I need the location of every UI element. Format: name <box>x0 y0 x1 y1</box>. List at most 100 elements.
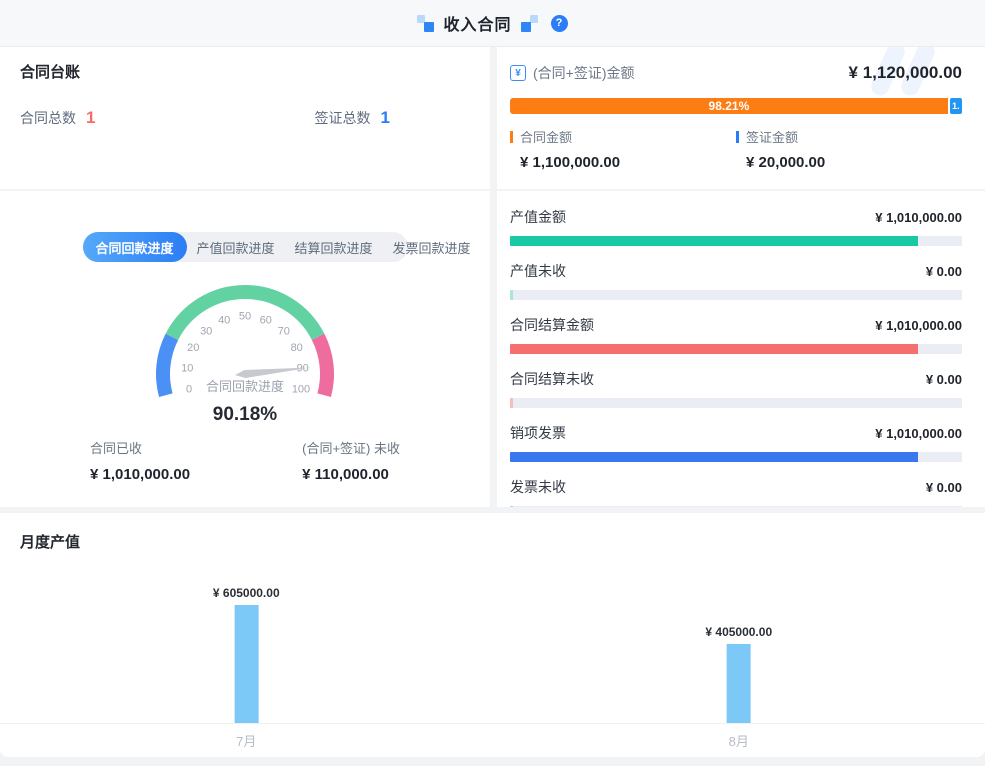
bar-value-label: ¥ 405000.00 <box>705 625 773 639</box>
gauge-needle <box>235 367 311 378</box>
gauge-tick-label: 10 <box>181 362 193 374</box>
gauge-arc-segment <box>165 284 325 341</box>
monthly-axis-labels: 7月 8月 <box>0 724 985 749</box>
metric-row-settlement-unreceived: 合同结算未收 ¥ 0.00 <box>510 369 962 408</box>
bar-column: ¥ 605000.00 <box>213 586 280 723</box>
contract-received-group: 合同已收 ¥ 1,010,000.00 <box>90 438 190 483</box>
contract-amount-legend: 合同金额 ¥ 1,100,000.00 <box>510 127 736 171</box>
metric-label: 合同结算金额 <box>510 317 594 333</box>
metric-value: ¥ 0.00 <box>925 372 962 387</box>
invoice-icon: ¥ <box>510 65 526 81</box>
month-axis-label: 8月 <box>728 734 749 749</box>
visa-amount-label: 签证金额 <box>746 130 799 145</box>
metric-row-output-invoice: 销项发票 ¥ 1,010,000.00 <box>510 423 962 462</box>
progress-tab-bar: 合同回款进度 产值回款进度 结算回款进度 发票回款进度 <box>82 232 471 262</box>
contract-count-value: 1 <box>86 108 96 127</box>
payback-progress-card: 合同回款进度 产值回款进度 结算回款进度 发票回款进度 0 10 20 30 40 50 6… <box>0 191 490 507</box>
month-axis-label: 7月 <box>236 734 257 749</box>
contract-count-stat: 合同总数 1 <box>20 108 95 128</box>
page-header: 收入合同 ? <box>0 0 985 47</box>
amount-total-label: (合同+签证)金额 <box>533 65 635 81</box>
tab-contract-payback[interactable]: 合同回款进度 <box>82 232 187 262</box>
gauge-arc-segment <box>156 333 179 398</box>
monthly-output-title: 月度产值 <box>20 534 81 551</box>
visa-count-label: 签证总数 <box>314 110 371 126</box>
metric-bar-fill <box>510 344 918 354</box>
amount-ratio-bar: 98.21% 1. <box>510 98 962 114</box>
gauge-tick-label: 80 <box>291 342 303 354</box>
gauge-tick-label: 0 <box>186 384 192 396</box>
metric-bar-track <box>510 344 962 354</box>
amount-total-value: ¥ 1,120,000.00 <box>848 63 962 82</box>
gauge-tick-label: 60 <box>260 314 272 326</box>
metric-bar-track <box>510 236 962 246</box>
title-decor-right-icon <box>520 14 538 32</box>
visa-amount-value: ¥ 20,000.00 <box>746 154 826 171</box>
metric-bar-fill <box>510 398 513 408</box>
ledger-stats-row: 合同总数 1 签证总数 1 <box>20 108 470 128</box>
page-title: 收入合同 <box>443 17 512 34</box>
unreceived-label: (合同+签证) 未收 <box>302 441 400 456</box>
bar <box>726 644 751 723</box>
contract-received-label: 合同已收 <box>90 441 143 456</box>
title-decor-left-icon <box>417 14 435 32</box>
visa-amount-tick-icon <box>736 130 739 143</box>
contract-amount-label: 合同金额 <box>520 130 573 145</box>
monthly-bar-chart: ¥ 605000.00 ¥ 405000.00 <box>0 556 985 724</box>
tab-output-payback[interactable]: 产值回款进度 <box>196 240 275 256</box>
contract-amount-segment: 98.21% <box>510 98 948 114</box>
metric-row-output-amount: 产值金额 ¥ 1,010,000.00 <box>510 207 962 246</box>
metric-bar-track <box>510 290 962 300</box>
bar-value-label: ¥ 605000.00 <box>212 586 280 600</box>
metric-value: ¥ 1,010,000.00 <box>875 426 962 441</box>
metric-value: ¥ 0.00 <box>925 264 962 279</box>
help-icon[interactable]: ? <box>550 14 568 32</box>
metric-bar-fill <box>510 290 513 300</box>
gauge-tick-label: 70 <box>278 325 290 337</box>
metric-bar-track <box>510 452 962 462</box>
unreceived-value: ¥ 110,000.00 <box>302 466 389 483</box>
metric-bar-fill <box>510 236 918 246</box>
contract-amount-tick-icon <box>510 130 513 143</box>
gauge-tick-label: 40 <box>218 314 230 326</box>
metric-bar-track <box>510 398 962 408</box>
metric-label: 产值金额 <box>510 209 566 225</box>
monthly-output-card: 月度产值 ¥ 605000.00 ¥ 405000.00 7月 8月 <box>0 513 985 757</box>
metric-value: ¥ 1,010,000.00 <box>875 210 962 225</box>
metric-value: ¥ 1,010,000.00 <box>875 318 962 333</box>
contract-ledger-card: 合同台账 合同总数 1 签证总数 1 <box>0 47 490 189</box>
gauge-tick-label: 100 <box>292 384 310 396</box>
visa-amount-segment: 1. <box>949 98 962 114</box>
metric-label: 销项发票 <box>510 425 566 441</box>
contract-amount-value: ¥ 1,100,000.00 <box>520 154 621 171</box>
metric-bar-fill <box>510 506 513 507</box>
gauge-tick-label: 30 <box>200 325 212 337</box>
gauge-tick-label: 50 <box>239 311 251 323</box>
metric-bar-track <box>510 506 962 507</box>
metric-bar-fill <box>510 452 918 462</box>
gauge-tick-label: 20 <box>187 342 199 354</box>
ledger-title: 合同台账 <box>20 64 81 81</box>
visa-count-value: 1 <box>380 108 390 127</box>
gauge-center-title: 合同回款进度 <box>206 379 284 394</box>
tab-invoice-payback[interactable]: 发票回款进度 <box>392 240 471 256</box>
metric-value: ¥ 0.00 <box>925 480 962 495</box>
bar <box>234 605 259 723</box>
metric-row-output-unreceived: 产值未收 ¥ 0.00 <box>510 261 962 300</box>
bar-column: ¥ 405000.00 <box>705 625 772 723</box>
gauge-percent-value: 90.18% <box>212 404 278 425</box>
metric-label: 发票未收 <box>510 479 566 495</box>
metric-row-settlement-amount: 合同结算金额 ¥ 1,010,000.00 <box>510 315 962 354</box>
contract-received-value: ¥ 1,010,000.00 <box>90 466 191 483</box>
metric-label: 产值未收 <box>510 263 566 279</box>
visa-count-stat: 签证总数 1 <box>315 108 390 128</box>
amount-summary-card: ¥ (合同+签证)金额 ¥ 1,120,000.00 98.21% 1. 合同金… <box>497 47 985 189</box>
metric-row-invoice-unreceived: 发票未收 ¥ 0.00 <box>510 477 962 507</box>
tab-settlement-payback[interactable]: 结算回款进度 <box>294 240 373 256</box>
unreceived-group: (合同+签证) 未收 ¥ 110,000.00 <box>302 438 400 483</box>
metrics-card: 产值金额 ¥ 1,010,000.00 产值未收 ¥ 0.00 合同结算金额 ¥… <box>497 191 985 507</box>
gauge-arc-segment <box>311 333 334 398</box>
contract-count-label: 合同总数 <box>20 110 76 126</box>
visa-amount-legend: 签证金额 ¥ 20,000.00 <box>736 127 962 171</box>
